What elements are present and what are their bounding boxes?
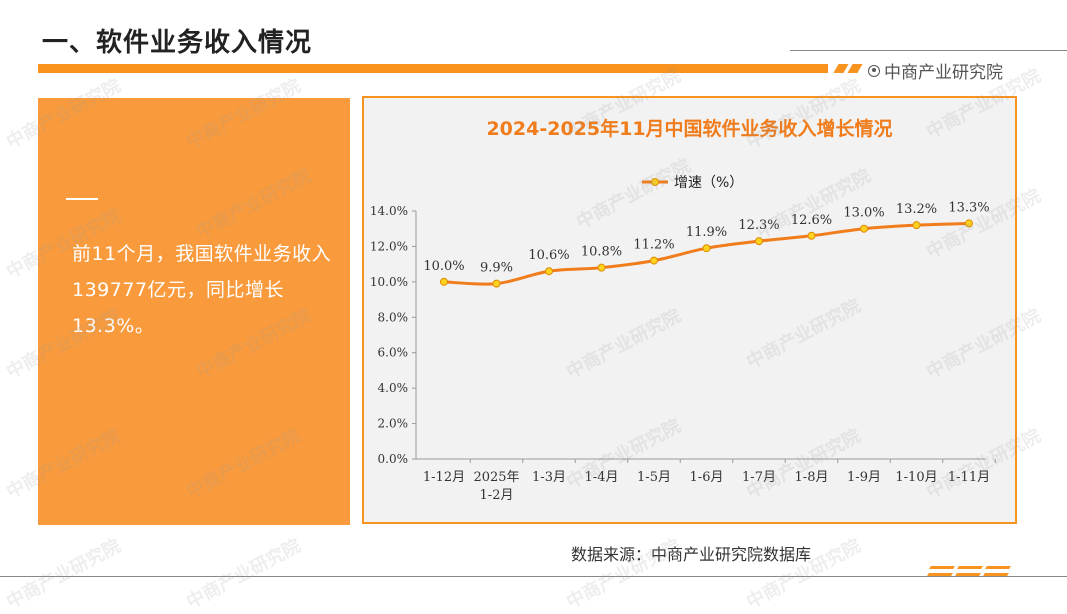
data-label: 10.6% — [528, 248, 569, 263]
data-label: 10.0% — [423, 259, 464, 274]
x-tick-label: 2025年 — [473, 470, 519, 485]
data-point — [912, 221, 921, 230]
summary-dash — [66, 198, 98, 200]
footer-stripe — [929, 566, 955, 569]
footer-stripe — [985, 566, 1011, 569]
footer-stripe — [983, 573, 1009, 576]
y-tick-label: 14.0% — [370, 204, 408, 218]
data-label: 13.2% — [896, 202, 937, 217]
data-point — [545, 267, 553, 276]
y-tick-label: 6.0% — [378, 346, 409, 360]
data-point — [807, 231, 816, 240]
summary-text: 前11个月，我国软件业务收入139777亿元，同比增长13.3%。 — [72, 243, 332, 337]
data-source: 数据来源：中商产业研究院数据库 — [571, 545, 812, 564]
data-label: 13.0% — [843, 206, 884, 221]
y-tick-label: 10.0% — [370, 275, 408, 289]
data-point — [650, 256, 658, 265]
brand-name: 中商产业研究院 — [884, 63, 1003, 83]
data-label: 12.3% — [738, 218, 779, 233]
line-chart: 0.0% 2.0% 4.0% 6.0% 8.0% 10.0% 12.0% 14.0% 1-12月… — [370, 175, 996, 503]
brand: 中商产业研究院 — [868, 58, 1003, 83]
summary-panel: 前11个月，我国软件业务收入139777亿元，同比增长13.3%。 — [38, 98, 350, 525]
data-label: 12.6% — [791, 213, 832, 228]
header-stripe — [847, 64, 863, 73]
brand-logo-icon — [868, 64, 880, 77]
legend-label: 增速（%） — [674, 175, 743, 191]
x-tick-label: 1-9月 — [847, 470, 881, 485]
data-label: 11.2% — [633, 238, 674, 253]
data-point — [702, 244, 711, 253]
chart-title: 2024-2025年11月中国软件业务收入增长情况 — [486, 118, 893, 140]
data-label: 13.3% — [948, 200, 989, 215]
x-tick-label: 1-2月 — [480, 488, 514, 503]
data-point — [755, 237, 763, 246]
header-accent-bar — [38, 64, 828, 73]
data-point — [860, 224, 868, 233]
y-tick-label: 2.0% — [378, 417, 409, 431]
x-tick-label: 1-7月 — [742, 470, 776, 485]
footer-stripe — [957, 566, 983, 569]
y-tick-label: 8.0% — [378, 310, 409, 324]
y-tick-label: 12.0% — [370, 239, 408, 253]
y-tick-label: 4.0% — [378, 381, 409, 395]
data-point — [440, 277, 448, 286]
page-title: 一、软件业务收入情况 — [42, 28, 313, 58]
x-tick-label: 1-5月 — [637, 470, 671, 485]
footer-divider — [0, 576, 1067, 577]
chart-container: 2024-2025年11月中国软件业务收入增长情况 0.0% 2.0% 4.0% 6.… — [362, 96, 1017, 524]
data-label: 11.9% — [686, 225, 727, 240]
data-label: 9.9% — [480, 261, 513, 276]
footer-stripe — [927, 573, 953, 576]
data-point — [597, 263, 606, 272]
watermark: 中商产业研究院 — [183, 535, 305, 614]
x-tick-label: 1-12月 — [423, 470, 465, 485]
x-tick-label: 1-10月 — [895, 470, 937, 485]
y-tick-label: 0.0% — [378, 452, 409, 466]
x-tick-label: 1-4月 — [585, 470, 619, 485]
x-tick-label: 1-11月 — [948, 470, 990, 485]
watermark: 中商产业研究院 — [3, 535, 125, 614]
x-tick-label: 1-3月 — [532, 470, 566, 485]
x-tick-label: 1-6月 — [690, 470, 724, 485]
data-point — [492, 279, 501, 288]
data-label: 10.8% — [581, 245, 622, 260]
header-divider — [790, 50, 1067, 51]
data-point — [965, 219, 973, 228]
x-tick-label: 1-8月 — [795, 470, 829, 485]
legend-marker — [651, 178, 659, 186]
header-stripe — [833, 64, 849, 73]
footer-stripe — [955, 573, 981, 576]
